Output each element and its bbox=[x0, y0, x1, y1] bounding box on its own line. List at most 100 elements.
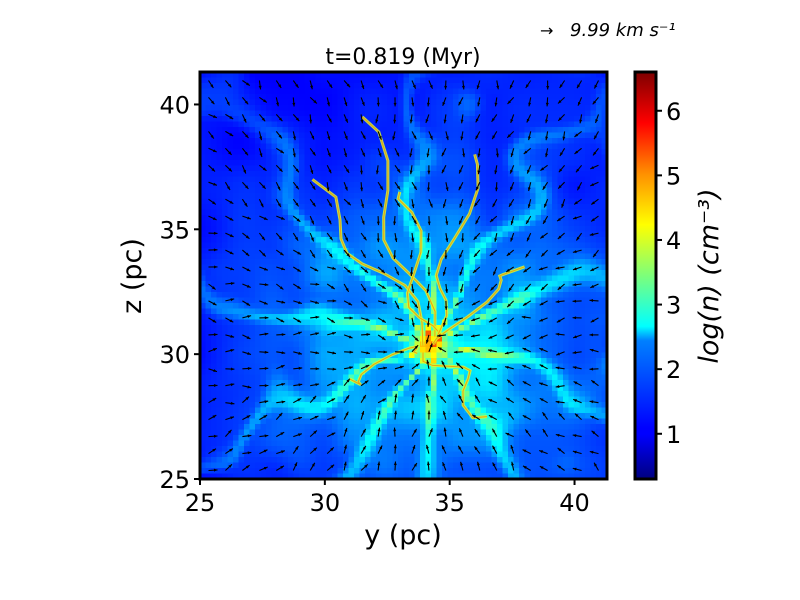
density-cell bbox=[288, 248, 295, 255]
density-cell bbox=[200, 374, 207, 381]
density-cell bbox=[365, 396, 372, 403]
density-cell bbox=[354, 451, 361, 458]
density-cell bbox=[359, 237, 366, 244]
density-cell bbox=[541, 77, 548, 84]
density-cell bbox=[447, 380, 454, 387]
density-cell bbox=[222, 308, 229, 315]
density-cell bbox=[227, 127, 234, 134]
density-cell bbox=[552, 429, 559, 436]
density-cell bbox=[513, 132, 520, 139]
density-cell bbox=[304, 402, 311, 409]
density-cell bbox=[321, 138, 328, 145]
density-cell bbox=[381, 165, 388, 172]
density-cell bbox=[200, 413, 207, 420]
density-cell bbox=[282, 336, 289, 343]
density-cell bbox=[563, 374, 570, 381]
density-cell bbox=[524, 407, 531, 414]
density-cell bbox=[359, 154, 366, 161]
density-cell bbox=[392, 341, 399, 348]
density-cell bbox=[244, 154, 251, 161]
density-cell bbox=[249, 429, 256, 436]
density-cell bbox=[249, 182, 256, 189]
density-cell bbox=[227, 231, 234, 238]
density-cell bbox=[282, 182, 289, 189]
density-cell bbox=[464, 363, 471, 370]
density-cell bbox=[464, 424, 471, 431]
density-cell bbox=[519, 297, 526, 304]
density-cell bbox=[227, 182, 234, 189]
density-cell bbox=[326, 220, 333, 227]
density-cell bbox=[546, 209, 553, 216]
density-cell bbox=[381, 286, 388, 293]
density-cell bbox=[513, 226, 520, 233]
density-cell bbox=[233, 457, 240, 464]
density-cell bbox=[425, 308, 432, 315]
density-cell bbox=[266, 330, 273, 337]
density-cell bbox=[392, 72, 399, 79]
density-cell bbox=[508, 253, 515, 260]
density-cell bbox=[255, 88, 262, 95]
density-cell bbox=[541, 259, 548, 266]
density-cell bbox=[508, 473, 515, 479]
density-cell bbox=[200, 121, 207, 128]
density-cell bbox=[266, 418, 273, 425]
density-cell bbox=[392, 374, 399, 381]
density-cell bbox=[348, 165, 355, 172]
density-cell bbox=[365, 446, 372, 453]
density-cell bbox=[497, 198, 504, 205]
density-cell bbox=[233, 132, 240, 139]
density-cell bbox=[354, 413, 361, 420]
density-cell bbox=[557, 220, 564, 227]
density-cell bbox=[524, 94, 531, 101]
density-cell bbox=[233, 72, 240, 79]
density-cell bbox=[211, 352, 218, 359]
density-cell bbox=[200, 468, 207, 475]
density-cell bbox=[249, 336, 256, 343]
density-cell bbox=[535, 88, 542, 95]
density-cell bbox=[315, 220, 322, 227]
density-cell bbox=[321, 341, 328, 348]
density-cell bbox=[563, 132, 570, 139]
density-cell bbox=[541, 374, 548, 381]
density-cell bbox=[524, 121, 531, 128]
density-cell bbox=[403, 281, 410, 288]
density-cell bbox=[337, 341, 344, 348]
density-cell bbox=[370, 132, 377, 139]
density-cell bbox=[519, 435, 526, 442]
density-cell bbox=[552, 242, 559, 249]
density-cell bbox=[304, 242, 311, 249]
density-cell bbox=[508, 319, 515, 326]
density-cell bbox=[557, 138, 564, 145]
density-cell bbox=[348, 182, 355, 189]
density-cell bbox=[277, 297, 284, 304]
density-cell bbox=[227, 319, 234, 326]
density-cell bbox=[519, 99, 526, 106]
density-cell bbox=[381, 281, 388, 288]
density-cell bbox=[348, 435, 355, 442]
density-cell bbox=[552, 347, 559, 354]
density-cell bbox=[524, 462, 531, 469]
density-cell bbox=[508, 105, 515, 112]
density-cell bbox=[376, 451, 383, 458]
density-cell bbox=[513, 99, 520, 106]
density-cell bbox=[403, 88, 410, 95]
density-cell bbox=[524, 149, 531, 156]
density-cell bbox=[227, 341, 234, 348]
density-cell bbox=[475, 297, 482, 304]
density-cell bbox=[502, 77, 509, 84]
density-cell bbox=[519, 132, 526, 139]
density-cell bbox=[288, 94, 295, 101]
density-cell bbox=[519, 187, 526, 194]
density-cell bbox=[249, 215, 256, 222]
density-cell bbox=[442, 468, 449, 475]
density-cell bbox=[546, 242, 553, 249]
density-cell bbox=[332, 198, 339, 205]
density-cell bbox=[541, 275, 548, 282]
density-cell bbox=[359, 171, 366, 178]
density-cell bbox=[480, 198, 487, 205]
density-cell bbox=[519, 457, 526, 464]
density-cell bbox=[260, 473, 267, 479]
density-cell bbox=[271, 325, 278, 332]
density-cell bbox=[458, 121, 465, 128]
density-cell bbox=[238, 435, 245, 442]
